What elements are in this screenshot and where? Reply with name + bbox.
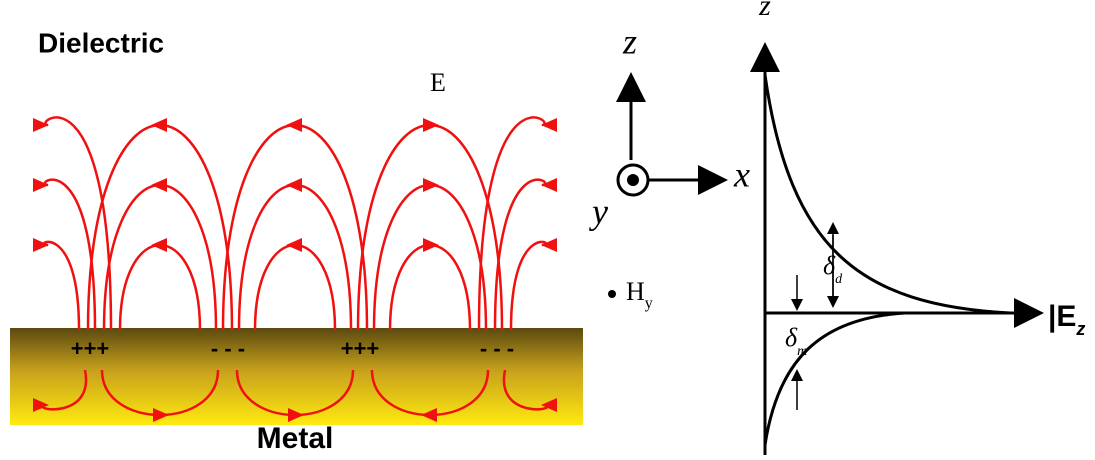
e-symbol: |E: [1048, 300, 1076, 333]
x-label: x: [733, 154, 750, 194]
field-line: [511, 242, 546, 330]
metal-label: Metal: [257, 422, 334, 455]
field-arrow: [541, 238, 557, 252]
field-arrow: [423, 238, 439, 252]
charge: - - -: [480, 336, 514, 361]
charge: - - -: [211, 336, 245, 361]
field-arrow: [151, 118, 167, 132]
delta-subscript: m: [797, 344, 807, 359]
delta-subscript: d: [835, 272, 843, 287]
y-label: y: [589, 191, 608, 231]
field-arrow: [423, 118, 439, 132]
dielectric-decay: [765, 75, 1010, 313]
field-line: [44, 242, 79, 330]
charge: +++: [341, 336, 380, 361]
h-dot: [608, 290, 616, 298]
field-arrow: [286, 178, 302, 192]
h-subscript: y: [645, 295, 653, 312]
plot-z-label: z: [758, 0, 771, 22]
plot-e-label: |Ez: [1048, 300, 1085, 339]
delta-symbol: δ: [823, 251, 836, 280]
field-arrow: [286, 238, 302, 252]
diagram: Dielectric E +++ - - - +++ - - - Metal z…: [0, 0, 1095, 460]
z-label: z: [622, 21, 637, 61]
field-line: [390, 245, 470, 330]
field-line: [223, 125, 367, 330]
field-arrow: [33, 238, 49, 252]
field-label: E: [430, 68, 446, 97]
field-arrow: [151, 238, 167, 252]
y-dot: [627, 174, 639, 186]
charge: +++: [71, 336, 110, 361]
delta-symbol: δ: [785, 323, 798, 352]
field-arrow: [151, 178, 167, 192]
h-symbol: H: [626, 277, 645, 306]
delta-m: δm: [785, 323, 807, 359]
field-arrow: [286, 118, 302, 132]
field-arrow: [423, 178, 439, 192]
field-line: [120, 245, 200, 330]
dielectric-label: Dielectric: [38, 27, 164, 58]
e-subscript: z: [1075, 319, 1085, 339]
field-line: [255, 245, 335, 330]
h-label: Hy: [626, 277, 653, 312]
